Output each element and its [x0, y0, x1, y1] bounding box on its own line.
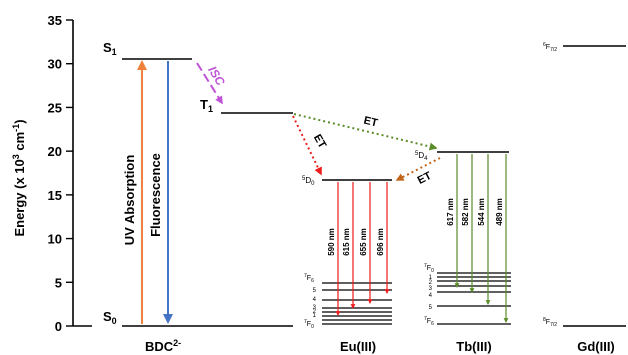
eu-7f-level-number: 4 [313, 297, 317, 303]
tb-7f-level-number: 2 [429, 280, 433, 286]
t1-label: T1 [200, 97, 213, 114]
tb-transition-label: 582 nm [461, 198, 470, 226]
gd-levels: 6F7/2 8F7/2 [543, 42, 626, 328]
eu-7f-level-number: 5 [313, 288, 317, 294]
fluorescence-label: Fluorescence [148, 153, 163, 237]
y-tick-label: 10 [48, 232, 62, 247]
tb-7f-level-number: 1 [429, 275, 433, 281]
eu-5d0-label: 5D0 [302, 176, 315, 187]
y-tick-label: 30 [48, 57, 62, 72]
y-tick-label: 25 [48, 100, 62, 115]
tb-7f-level-number: 4 [429, 293, 433, 299]
group-label-bdc: BDC2- [145, 338, 181, 354]
et-tb-label: ET [362, 115, 379, 130]
tb-transition-label: 544 nm [477, 198, 486, 226]
eu-7f-level-number: 1 [313, 313, 317, 319]
s0-label: S0 [103, 309, 117, 326]
group-label-tb: Tb(III) [456, 339, 491, 354]
y-tick-label: 35 [48, 13, 62, 28]
isc-arrow [196, 62, 223, 105]
tb-transition-label: 617 nm [446, 198, 455, 226]
gd-8f-label: 8F7/2 [543, 317, 557, 328]
tb-7f-level-number: 3 [429, 286, 433, 292]
energy-axis: 0 5 10 15 20 25 30 35 [48, 13, 92, 334]
tb-7f-level-number: 5 [429, 305, 433, 311]
eu-transition-label: 696 nm [376, 228, 385, 256]
eu-7f-level-number: 2 [313, 309, 317, 315]
ligand-levels: S1 S0 T1 [103, 40, 293, 327]
group-label-eu: Eu(III) [340, 339, 376, 354]
uv-absorption-label: UV Absorption [122, 155, 137, 246]
y-axis-label: Energy (x 103 cm-1) [11, 119, 27, 236]
y-tick-label: 0 [55, 319, 62, 334]
y-tick-label: 15 [48, 188, 62, 203]
eu-transition-label: 590 nm [327, 228, 336, 256]
s1-label: S1 [103, 40, 117, 57]
eu-transition-label: 655 nm [359, 228, 368, 256]
et-tb-eu-label: ET [416, 170, 434, 187]
eu-7f0-label: 7F0 [304, 319, 314, 330]
et-eu-label: ET [311, 132, 329, 150]
isc-label: ISC [205, 64, 228, 89]
et-tb-to-eu-arrow [395, 157, 441, 181]
eu-7f6-label: 7F6 [304, 273, 314, 284]
eu-transition-label: 615 nm [342, 228, 351, 256]
et-t1-to-eu-arrow [292, 115, 322, 176]
eu-levels: 5D0 7F6 7F0 5 4 321 [302, 176, 392, 330]
y-tick-label: 5 [55, 275, 62, 290]
tb-5d4-label: 5D4 [415, 151, 428, 162]
tb-7f0-label: 7F0 [424, 263, 434, 274]
tb-7f6-label: 7F6 [424, 316, 434, 327]
gd-6f-label: 6F7/2 [543, 42, 557, 53]
tb-transition-label: 489 nm [495, 198, 504, 226]
eu-7f-level-number: 3 [313, 305, 317, 311]
group-label-gd: Gd(III) [577, 339, 615, 354]
y-tick-label: 20 [48, 144, 62, 159]
et-t1-to-tb-arrow [293, 113, 438, 151]
